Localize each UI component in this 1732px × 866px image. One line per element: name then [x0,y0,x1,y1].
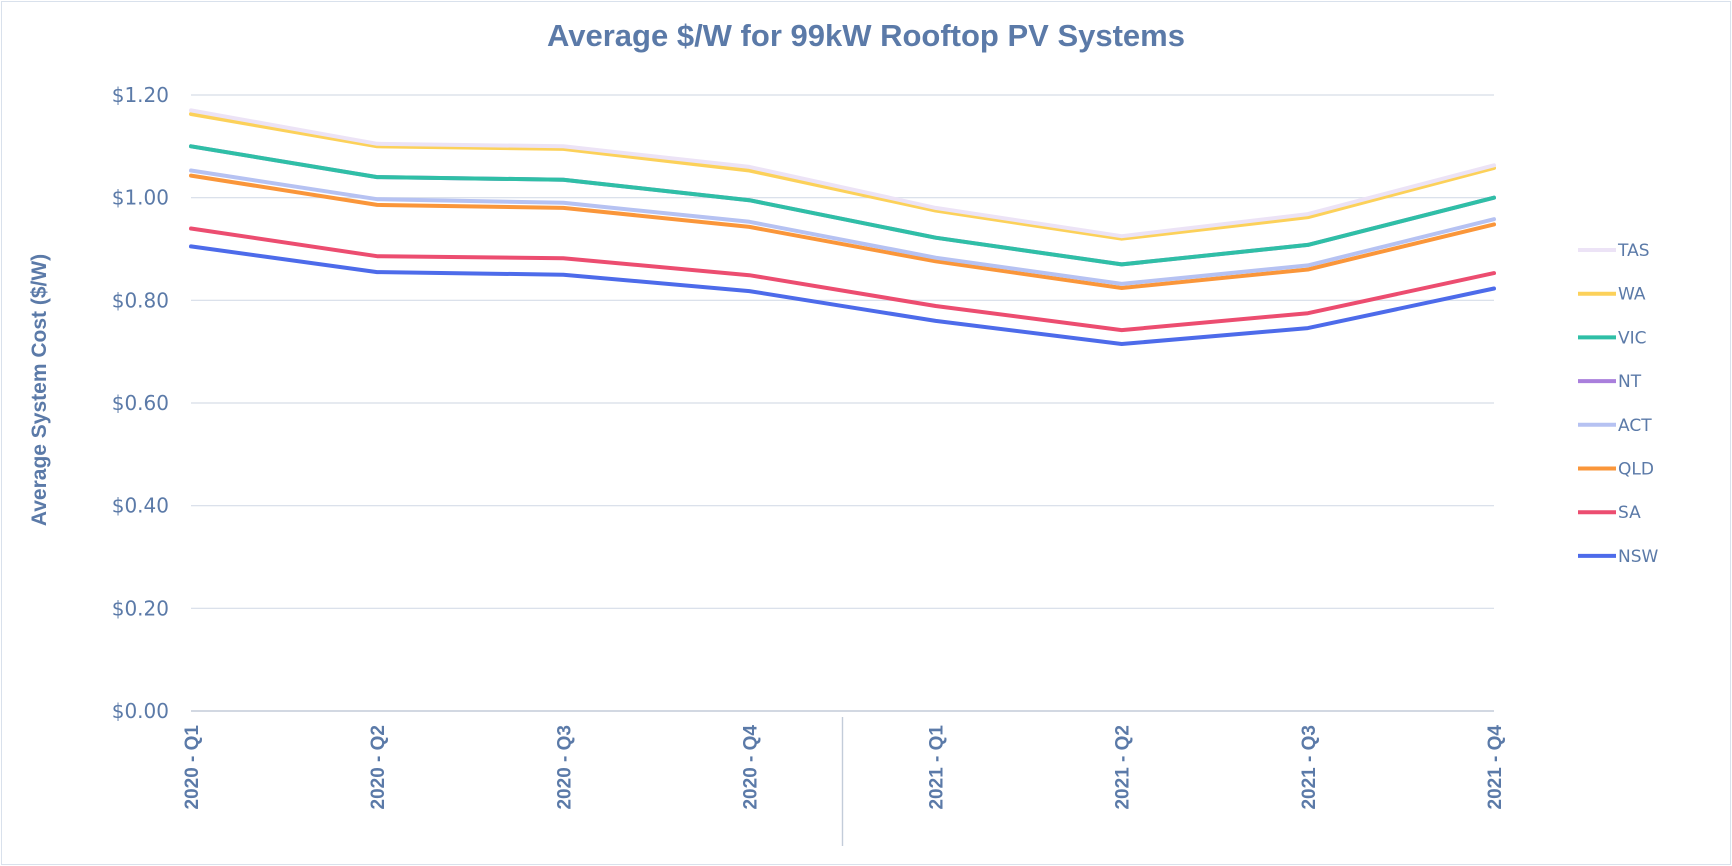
legend-label: VIC [1618,328,1647,348]
legend-label: NT [1618,372,1642,392]
y-tick-label: $0.40 [112,494,169,518]
series-line-wa [189,112,1496,241]
y-axis-label: Average System Cost ($/W) [28,254,51,526]
legend-label: SA [1618,503,1641,523]
y-tick-label: $1.00 [112,186,169,210]
legend: TAS WA VIC NT ACT QLD SA NSW [1578,241,1659,567]
series-line-qld [189,173,1496,290]
x-tick-label: 2020 - Q1 [182,725,203,810]
x-tick-label: 2020 - Q4 [740,725,761,810]
legend-label: WA [1618,285,1646,305]
legend-item-vic: VIC [1578,328,1647,348]
y-tick-label: $0.20 [112,596,169,620]
y-tick-label: $0.60 [112,391,169,415]
legend-item-act: ACT [1578,416,1652,436]
legend-label: ACT [1618,416,1652,436]
legend-item-tas: TAS [1578,241,1650,261]
x-tick-label: 2021 - Q3 [1299,725,1320,810]
legend-label: TAS [1617,241,1650,261]
series-line-vic [189,144,1496,267]
y-tick-label: $0.80 [112,288,169,312]
series-lines [189,108,1496,346]
series-line-sa [189,226,1496,333]
legend-item-nsw: NSW [1578,547,1659,567]
y-axis-ticks: $0.00 $0.20 $0.40 $0.60 $0.80 $1.00 $1.20 [112,83,169,723]
x-axis-ticks: 2020 - Q1 2020 - Q2 2020 - Q3 2020 - Q4 2021… [182,725,1506,810]
series-line-tas [189,108,1496,239]
legend-item-qld: QLD [1578,460,1654,480]
gridlines [191,94,1494,846]
y-tick-label: $1.20 [112,83,169,107]
legend-label: NSW [1618,547,1659,567]
series-line-nsw [189,244,1496,346]
x-tick-label: 2021 - Q2 [1113,725,1134,810]
x-tick-label: 2021 - Q4 [1485,725,1506,810]
x-tick-label: 2020 - Q2 [368,725,389,810]
chart-title: Average $/W for 99kW Rooftop PV Systems [547,18,1185,53]
legend-label: QLD [1618,460,1654,480]
legend-item-wa: WA [1578,285,1646,305]
x-tick-label: 2021 - Q1 [927,725,948,810]
x-tick-label: 2020 - Q3 [554,725,575,810]
legend-item-sa: SA [1578,503,1641,523]
y-tick-label: $0.00 [112,699,169,723]
legend-item-nt: NT [1578,372,1642,392]
series-line-act [189,168,1496,286]
